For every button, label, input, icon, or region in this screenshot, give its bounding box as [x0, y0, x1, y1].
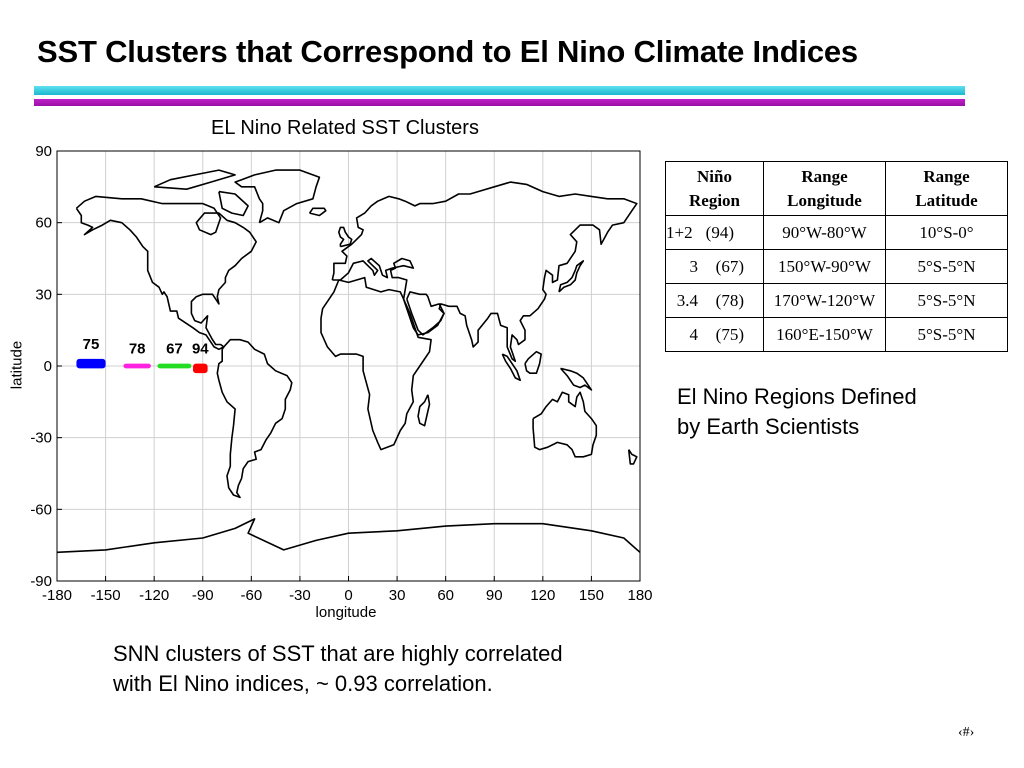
sst-cluster-chart: -180 -150 -120 -90 -60 -30 0 30 60 90 120 150 180 90 6… [30, 143, 652, 604]
nino-regions-table: Niño Region Range Longitude Range Latitu… [665, 161, 1008, 352]
x-tick-label: 0 [344, 587, 352, 604]
y-axis-label: latitude [8, 340, 26, 390]
page-number: ‹#› [958, 725, 975, 740]
table-row: 3.4 (78) 170°W-120°W 5°S-5°N [665, 283, 1008, 318]
cluster-94-marker [193, 363, 208, 374]
x-tick-label: 180 [627, 587, 652, 604]
africa-outline [320, 276, 432, 451]
new-zealand-outline [627, 449, 638, 465]
x-tick-label: -120 [139, 587, 169, 604]
latitude-cell: 5°S-5°N [885, 283, 1008, 318]
region-cell: 1+2 (94) [665, 215, 764, 250]
longitude-cell: 170°W-120°W [763, 283, 886, 318]
x-tick-label: -180 [42, 587, 72, 604]
cluster-78-label: 78 [129, 341, 146, 358]
cluster-75-label: 75 [83, 336, 100, 353]
x-tick-label: 60 [437, 587, 454, 604]
clusters-caption: SNN clusters of SST that are highly corr… [113, 641, 563, 696]
y-tick-label: 90 [35, 143, 52, 160]
header-range-longitude: Range Longitude [763, 161, 886, 216]
chart-axes: -180 -150 -120 -90 -60 -30 0 30 60 90 120 150 180 90 6… [30, 143, 652, 604]
table-header-row: Niño Region Range Longitude Range Latitu… [665, 161, 1008, 216]
cluster-94-label: 94 [192, 341, 209, 358]
indonesia-outline [501, 353, 522, 382]
iceland-outline [308, 207, 327, 217]
regions-caption: El Nino Regions Defined by Earth Scienti… [677, 384, 917, 439]
longitude-cell: 160°E-150°W [763, 317, 886, 352]
y-tick-label: 60 [35, 215, 52, 232]
region-cell: 3.4 (78) [665, 283, 764, 318]
table-row: 3 (67) 150°W-90°W 5°S-5°N [665, 249, 1008, 284]
cluster-75-marker [76, 358, 106, 369]
japan-outline [558, 260, 585, 293]
slide-title: SST Clusters that Correspond to El Nino … [37, 34, 858, 69]
cluster-labels: 75 78 67 94 [83, 336, 210, 358]
antarctica-outline [56, 518, 641, 554]
cluster-markers [76, 358, 208, 374]
south-america-outline [216, 338, 293, 499]
table-row: 4 (75) 160°E-150°W 5°S-5°N [665, 317, 1008, 352]
new-guinea-outline [560, 367, 593, 391]
x-axis-label: longitude [315, 604, 377, 621]
longitude-cell: 90°W-80°W [763, 215, 886, 250]
australia-outline [532, 391, 598, 458]
eurasia-outline [331, 181, 638, 363]
arabia-inset-outline [406, 291, 445, 336]
cluster-67-marker [157, 363, 192, 369]
y-tick-label: -60 [30, 501, 52, 518]
y-tick-label: -30 [30, 430, 52, 447]
y-tick-label: -90 [30, 573, 52, 590]
britain-outline [337, 226, 353, 248]
title-rule-gap [34, 95, 965, 99]
latitude-cell: 10°S-0° [885, 215, 1008, 250]
region-cell: 3 (67) [665, 249, 764, 284]
cluster-67-label: 67 [166, 341, 183, 358]
x-tick-label: -60 [240, 587, 262, 604]
latitude-cell: 5°S-5°N [885, 249, 1008, 284]
chart-title: EL Nino Related SST Clusters [211, 117, 479, 139]
y-tick-label: 30 [35, 286, 52, 303]
y-tick-label: 0 [44, 358, 52, 375]
x-tick-label: 30 [389, 587, 406, 604]
x-tick-label: 120 [530, 587, 555, 604]
title-rule-purple [34, 99, 965, 106]
title-rule-cyan [34, 86, 965, 95]
baffin-outline [218, 190, 249, 217]
greenland-outline [234, 169, 321, 224]
x-tick-label: 150 [579, 587, 604, 604]
north-america-outline [75, 195, 258, 351]
x-tick-label: -150 [91, 587, 121, 604]
region-cell: 4 (75) [665, 317, 764, 352]
cluster-78-marker [123, 363, 151, 369]
borneo-outline [524, 350, 543, 375]
table-row: 1+2 (94) 90°W-80°W 10°S-0° [665, 215, 1008, 250]
latitude-cell: 5°S-5°N [885, 317, 1008, 352]
x-tick-label: 90 [486, 587, 503, 604]
header-range-latitude: Range Latitude [885, 161, 1008, 216]
x-tick-label: -30 [289, 587, 311, 604]
arctic-islands-outline [153, 169, 236, 190]
madagascar-outline [417, 394, 431, 427]
longitude-cell: 150°W-90°W [763, 249, 886, 284]
header-nino-region: Niño Region [665, 161, 764, 216]
world-coastline-map [56, 169, 641, 554]
x-tick-label: -90 [192, 587, 214, 604]
